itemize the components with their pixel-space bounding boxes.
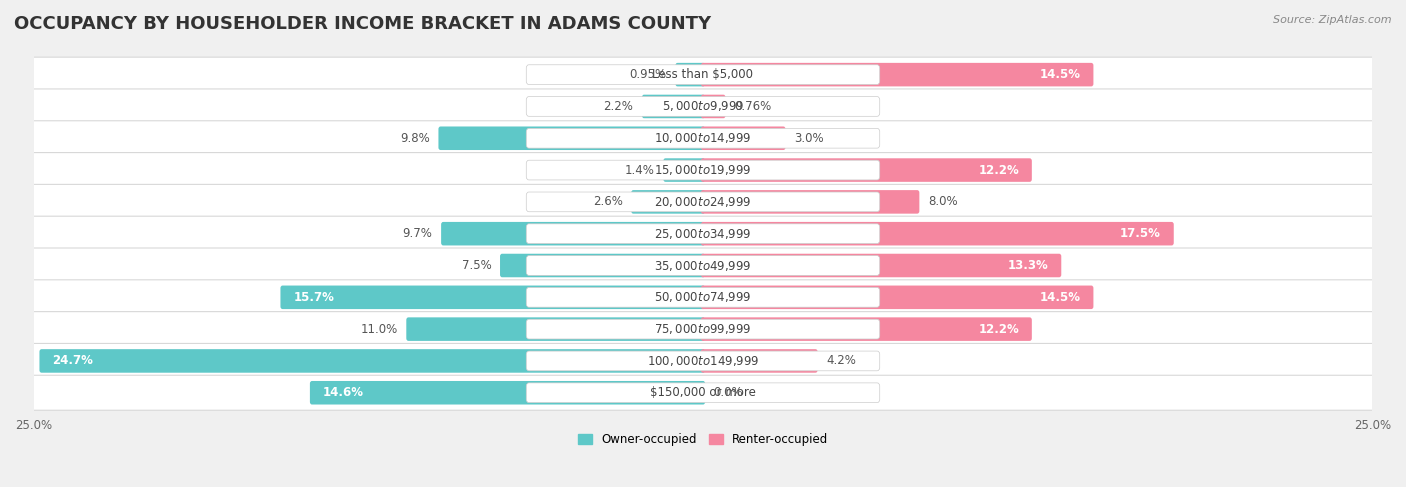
- FancyBboxPatch shape: [526, 319, 880, 339]
- Text: $15,000 to $19,999: $15,000 to $19,999: [654, 163, 752, 177]
- FancyBboxPatch shape: [526, 160, 880, 180]
- FancyBboxPatch shape: [700, 127, 786, 150]
- Text: $5,000 to $9,999: $5,000 to $9,999: [662, 99, 744, 113]
- FancyBboxPatch shape: [700, 63, 1094, 86]
- FancyBboxPatch shape: [18, 89, 1388, 124]
- Text: $20,000 to $24,999: $20,000 to $24,999: [654, 195, 752, 209]
- FancyBboxPatch shape: [18, 375, 1388, 410]
- Text: $100,000 to $149,999: $100,000 to $149,999: [647, 354, 759, 368]
- Text: 3.0%: 3.0%: [794, 132, 824, 145]
- FancyBboxPatch shape: [526, 96, 880, 116]
- FancyBboxPatch shape: [439, 127, 706, 150]
- FancyBboxPatch shape: [526, 192, 880, 212]
- FancyBboxPatch shape: [700, 190, 920, 214]
- Text: 2.2%: 2.2%: [603, 100, 633, 113]
- Text: 9.7%: 9.7%: [402, 227, 433, 240]
- Text: $150,000 or more: $150,000 or more: [650, 386, 756, 399]
- FancyBboxPatch shape: [700, 222, 1174, 245]
- FancyBboxPatch shape: [441, 222, 706, 245]
- FancyBboxPatch shape: [700, 349, 818, 373]
- FancyBboxPatch shape: [18, 280, 1388, 315]
- Text: 14.5%: 14.5%: [1039, 291, 1081, 304]
- Text: 12.2%: 12.2%: [979, 164, 1019, 177]
- FancyBboxPatch shape: [39, 349, 706, 373]
- FancyBboxPatch shape: [18, 248, 1388, 283]
- Text: 0.76%: 0.76%: [734, 100, 772, 113]
- FancyBboxPatch shape: [664, 158, 706, 182]
- FancyBboxPatch shape: [18, 185, 1388, 219]
- FancyBboxPatch shape: [526, 351, 880, 371]
- Text: 1.4%: 1.4%: [624, 164, 655, 177]
- Text: Source: ZipAtlas.com: Source: ZipAtlas.com: [1274, 15, 1392, 25]
- FancyBboxPatch shape: [18, 343, 1388, 378]
- FancyBboxPatch shape: [700, 254, 1062, 277]
- Text: 13.3%: 13.3%: [1008, 259, 1049, 272]
- FancyBboxPatch shape: [643, 94, 706, 118]
- Text: 11.0%: 11.0%: [360, 322, 398, 336]
- Text: 12.2%: 12.2%: [979, 322, 1019, 336]
- Legend: Owner-occupied, Renter-occupied: Owner-occupied, Renter-occupied: [572, 428, 834, 450]
- Text: $50,000 to $74,999: $50,000 to $74,999: [654, 290, 752, 304]
- Text: 4.2%: 4.2%: [827, 355, 856, 367]
- FancyBboxPatch shape: [18, 152, 1388, 187]
- FancyBboxPatch shape: [700, 285, 1094, 309]
- FancyBboxPatch shape: [280, 285, 706, 309]
- Text: Less than $5,000: Less than $5,000: [652, 68, 754, 81]
- Text: 14.5%: 14.5%: [1039, 68, 1081, 81]
- FancyBboxPatch shape: [700, 94, 725, 118]
- Text: $10,000 to $14,999: $10,000 to $14,999: [654, 131, 752, 145]
- Text: 14.6%: 14.6%: [323, 386, 364, 399]
- Text: $25,000 to $34,999: $25,000 to $34,999: [654, 226, 752, 241]
- FancyBboxPatch shape: [526, 383, 880, 403]
- Text: 7.5%: 7.5%: [461, 259, 492, 272]
- Text: $35,000 to $49,999: $35,000 to $49,999: [654, 259, 752, 273]
- FancyBboxPatch shape: [700, 158, 1032, 182]
- FancyBboxPatch shape: [675, 63, 706, 86]
- Text: 17.5%: 17.5%: [1121, 227, 1161, 240]
- FancyBboxPatch shape: [309, 381, 706, 405]
- FancyBboxPatch shape: [18, 121, 1388, 156]
- FancyBboxPatch shape: [406, 318, 706, 341]
- FancyBboxPatch shape: [501, 254, 706, 277]
- FancyBboxPatch shape: [526, 287, 880, 307]
- FancyBboxPatch shape: [18, 312, 1388, 347]
- Text: 24.7%: 24.7%: [52, 355, 93, 367]
- Text: $75,000 to $99,999: $75,000 to $99,999: [654, 322, 752, 336]
- Text: 2.6%: 2.6%: [593, 195, 623, 208]
- FancyBboxPatch shape: [631, 190, 706, 214]
- Text: 0.0%: 0.0%: [714, 386, 744, 399]
- FancyBboxPatch shape: [526, 224, 880, 244]
- FancyBboxPatch shape: [526, 256, 880, 275]
- Text: 9.8%: 9.8%: [401, 132, 430, 145]
- Text: 8.0%: 8.0%: [928, 195, 957, 208]
- Text: 15.7%: 15.7%: [294, 291, 335, 304]
- Text: OCCUPANCY BY HOUSEHOLDER INCOME BRACKET IN ADAMS COUNTY: OCCUPANCY BY HOUSEHOLDER INCOME BRACKET …: [14, 15, 711, 33]
- FancyBboxPatch shape: [18, 57, 1388, 92]
- FancyBboxPatch shape: [526, 65, 880, 85]
- FancyBboxPatch shape: [18, 216, 1388, 251]
- Text: 0.95%: 0.95%: [630, 68, 666, 81]
- FancyBboxPatch shape: [526, 129, 880, 148]
- FancyBboxPatch shape: [700, 318, 1032, 341]
